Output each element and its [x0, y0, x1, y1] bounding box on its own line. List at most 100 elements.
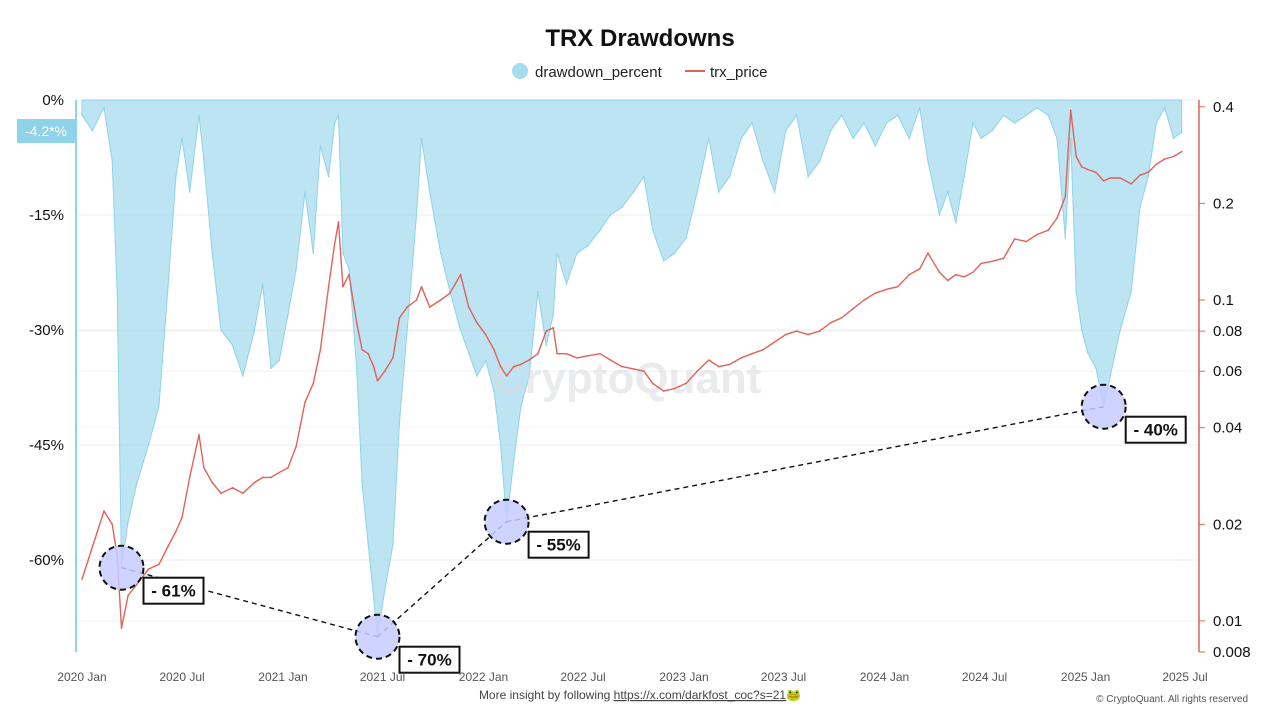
price-point-35	[361, 348, 363, 351]
drawdown-point-93	[908, 137, 911, 140]
drawdown-area	[81, 99, 1183, 637]
y-left-tick-0: 0%	[42, 92, 64, 109]
price-point-108	[1056, 217, 1058, 219]
drawdown-point-31	[337, 114, 340, 117]
price-point-76	[717, 365, 720, 368]
price-point-6	[127, 594, 129, 597]
price-point-31	[337, 221, 340, 223]
price-point-74	[696, 370, 698, 373]
drawdown-point-41	[398, 421, 401, 423]
legend-drawdown-label[interactable]: drawdown_percent	[535, 64, 663, 81]
price-point-97	[946, 279, 949, 282]
drawdown-point-34	[355, 367, 358, 370]
price-point-40	[392, 357, 394, 359]
price-point-110	[1069, 109, 1072, 112]
price-point-85	[818, 330, 821, 332]
drawdown-point-64	[587, 244, 589, 247]
price-point-58	[537, 352, 539, 355]
drawdown-point-75	[708, 137, 710, 140]
x-tick-3: 2021 Jul	[360, 670, 405, 684]
price-point-30	[333, 242, 336, 245]
annotation-label-2: - 55%	[536, 536, 580, 555]
price-point-50	[476, 321, 478, 324]
drawdown-point-40	[392, 543, 394, 546]
drawdown-point-62	[565, 283, 568, 285]
drawdown-point-18	[231, 344, 234, 347]
y-left-tick-3: -45%	[29, 437, 64, 454]
drawdown-point-76	[717, 191, 720, 193]
price-point-89	[863, 299, 865, 301]
footer-link[interactable]: https://x.com/darkfost_coc?s=21	[614, 688, 787, 702]
drawdown-point-96	[938, 214, 941, 216]
drawdown-point-70	[651, 229, 654, 232]
legend[interactable]: drawdown_percent trx_price	[512, 63, 768, 81]
y-right-ticks: 0.4 0.2 0.1 0.08 0.06 0.04 0.02 0.01 0.008	[1199, 99, 1251, 661]
drawdown-point-42	[406, 329, 409, 331]
price-point-122	[1163, 158, 1166, 160]
drawdown-point-81	[773, 191, 776, 193]
drawdown-point-77	[728, 175, 731, 178]
price-point-17	[220, 492, 222, 495]
price-point-23	[278, 471, 281, 474]
price-point-51	[484, 333, 487, 336]
price-point-96	[938, 271, 941, 274]
price-point-67	[621, 365, 623, 368]
drawdown-point-98	[955, 221, 957, 224]
drawdown-point-57	[528, 375, 530, 377]
y-left-tick-1: -15%	[29, 207, 64, 224]
drawdown-point-12	[181, 137, 183, 140]
y-right-tick-0: 0.4	[1213, 99, 1234, 116]
price-point-84	[807, 333, 809, 336]
y-right-tick-7: 0.01	[1213, 613, 1242, 630]
drawdown-point-60	[552, 313, 555, 316]
price-point-57	[528, 359, 530, 361]
price-point-61	[556, 352, 558, 355]
price-point-112	[1080, 166, 1083, 168]
chart-title: TRX Drawdowns	[545, 25, 734, 52]
price-point-9	[158, 563, 160, 566]
drawdown-point-61	[556, 252, 558, 255]
price-point-54	[505, 375, 508, 377]
drawdown-point-113	[1087, 352, 1089, 354]
drawdown-point-9	[158, 405, 160, 408]
drawdown-point-46	[439, 252, 442, 255]
legend-price-label[interactable]: trx_price	[710, 64, 768, 81]
price-point-92	[896, 285, 899, 288]
price-point-91	[885, 288, 888, 291]
drawdown-point-120	[1147, 175, 1149, 178]
drawdown-point-27	[312, 252, 315, 255]
x-tick-1: 2020 Jul	[159, 670, 204, 684]
drawdown-point-65	[599, 229, 601, 232]
drawdown-point-107	[1047, 114, 1049, 117]
drawdown-point-49	[467, 352, 470, 354]
price-point-36	[367, 352, 370, 355]
annotation-circle-3	[1080, 383, 1127, 430]
price-point-82	[784, 333, 787, 336]
drawdown-point-90	[874, 145, 876, 147]
drawdown-point-3	[111, 160, 113, 163]
price-point-32	[342, 285, 344, 288]
price-point-83	[795, 330, 798, 332]
price-point-120	[1147, 171, 1149, 174]
price-point-22	[270, 476, 272, 479]
y-right-tick-4: 0.06	[1213, 363, 1242, 380]
price-point-48	[459, 273, 462, 276]
drawdown-point-8	[147, 444, 150, 446]
price-point-33	[348, 273, 350, 276]
drawdown-point-80	[762, 160, 764, 163]
price-point-24	[287, 467, 289, 469]
drawdown-point-103	[1002, 114, 1005, 117]
drawdown-point-50	[476, 375, 478, 377]
drawdown-point-13	[188, 191, 191, 193]
annotation-label-0: - 61%	[151, 582, 195, 601]
drawdown-point-26	[304, 191, 306, 193]
drawdown-point-99	[963, 175, 965, 178]
annotation-label-3: - 40%	[1133, 421, 1177, 440]
price-point-14	[198, 434, 200, 436]
annotation-connector-0	[121, 567, 378, 638]
drawdown-point-109	[1064, 237, 1067, 239]
drawdown-point-116	[1109, 375, 1112, 377]
x-tick-7: 2023 Jul	[761, 670, 806, 684]
drawdown-point-35	[361, 482, 363, 485]
price-point-20	[253, 481, 256, 484]
